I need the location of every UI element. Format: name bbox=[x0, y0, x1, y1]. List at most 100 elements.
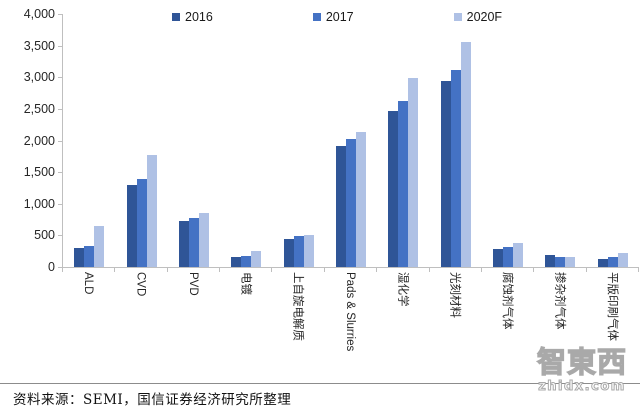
x-axis-tick bbox=[114, 268, 116, 272]
y-axis-tick bbox=[58, 108, 62, 110]
bar-group-7 bbox=[377, 14, 429, 267]
x-axis-tick bbox=[428, 268, 430, 272]
x-axis-category-label: 光刻材料 bbox=[448, 272, 461, 318]
bar-2016 bbox=[597, 259, 608, 267]
bar-2020F bbox=[355, 132, 366, 267]
y-axis-tick-label: 1,500 bbox=[23, 165, 55, 180]
bar-2016 bbox=[178, 221, 189, 267]
bar-2017 bbox=[345, 139, 356, 267]
x-axis-category-label: 腐蚀剂气体 bbox=[501, 272, 514, 330]
plot-area bbox=[62, 14, 639, 268]
x-axis-category-label: 平版印刷气体 bbox=[605, 272, 618, 341]
bar-group-10 bbox=[534, 14, 586, 267]
bar-group-5 bbox=[272, 14, 324, 267]
x-axis-category-label: 电镀 bbox=[239, 272, 252, 295]
bar-2017 bbox=[503, 247, 514, 267]
bar-2016 bbox=[231, 257, 242, 267]
bar-2016 bbox=[126, 185, 137, 267]
x-axis-tick bbox=[376, 268, 378, 272]
x-axis-tick bbox=[323, 268, 325, 272]
x-axis-tick bbox=[219, 268, 221, 272]
y-axis-tick bbox=[58, 235, 62, 237]
x-axis-tick bbox=[533, 268, 535, 272]
x-label-slot: ALD bbox=[62, 272, 114, 372]
bar-2017 bbox=[241, 256, 252, 267]
x-label-slot: 上自旋电解质 bbox=[271, 272, 323, 372]
x-axis-category-label: ALD bbox=[82, 272, 95, 295]
legend-item-2020F: 2020F bbox=[453, 10, 503, 24]
x-axis-category-label: CVD bbox=[134, 272, 147, 297]
bar-2016 bbox=[493, 249, 504, 267]
x-axis-tick bbox=[271, 268, 273, 272]
bar-2017 bbox=[293, 236, 304, 267]
bar-2016 bbox=[283, 239, 294, 267]
bar-group-9 bbox=[482, 14, 534, 267]
chart-legend: 2016 2017 2020F bbox=[172, 10, 502, 24]
y-axis-tick-label: 1,000 bbox=[23, 196, 55, 211]
watermark-logo: 智東西 bbox=[536, 345, 627, 379]
x-axis-category-label: Pads & Slurries bbox=[343, 272, 356, 352]
y-axis-tick bbox=[58, 203, 62, 205]
legend-label: 2017 bbox=[325, 10, 354, 24]
bar-2017 bbox=[607, 257, 618, 267]
bar-2016 bbox=[388, 111, 399, 267]
x-axis-category-label: 湿化学 bbox=[396, 272, 409, 307]
bar-2020F bbox=[303, 235, 314, 267]
x-axis-tick bbox=[480, 268, 482, 272]
y-axis-tick-label: 0 bbox=[48, 260, 55, 274]
y-axis-tick bbox=[58, 172, 62, 174]
x-label-slot: PVD bbox=[167, 272, 219, 372]
y-axis-tick bbox=[58, 267, 62, 268]
bar-2020F bbox=[146, 155, 157, 267]
footer-divider bbox=[0, 383, 640, 384]
legend-item-2016: 2016 bbox=[172, 10, 213, 24]
bar-group-1 bbox=[63, 14, 115, 267]
bar-2017 bbox=[136, 179, 147, 267]
y-axis-tick bbox=[58, 140, 62, 142]
bar-2020F bbox=[513, 243, 524, 267]
y-axis-tick bbox=[58, 14, 62, 15]
bar-2016 bbox=[545, 255, 556, 267]
bar-2017 bbox=[84, 246, 95, 267]
bar-2016 bbox=[74, 248, 85, 267]
bar-2020F bbox=[460, 42, 471, 267]
legend-marker-icon bbox=[312, 13, 321, 21]
x-label-slot: Pads & Slurries bbox=[324, 272, 376, 372]
legend-item-2017: 2017 bbox=[312, 10, 354, 24]
y-axis-tick-label: 2,500 bbox=[23, 101, 55, 116]
bar-2020F bbox=[251, 251, 262, 267]
bar-2017 bbox=[398, 101, 409, 267]
y-axis-tick-label: 500 bbox=[34, 228, 55, 243]
bar-2017 bbox=[188, 218, 199, 267]
x-label-slot: 平版印刷气体 bbox=[586, 272, 638, 372]
bar-group-11 bbox=[587, 14, 639, 267]
bar-group-6 bbox=[325, 14, 377, 267]
y-axis-tick-label: 2,000 bbox=[23, 133, 55, 148]
bar-2020F bbox=[94, 226, 105, 267]
x-axis-tick bbox=[62, 268, 63, 272]
x-axis-tick bbox=[638, 268, 639, 272]
legend-marker-icon bbox=[453, 13, 462, 21]
legend-label: 2020F bbox=[466, 10, 503, 24]
bar-group-4 bbox=[220, 14, 272, 267]
bar-group-3 bbox=[168, 14, 220, 267]
bar-2016 bbox=[440, 81, 451, 267]
bar-2016 bbox=[335, 146, 346, 267]
y-axis-tick-label: 3,500 bbox=[23, 38, 55, 53]
legend-marker-icon bbox=[172, 13, 180, 21]
bar-2020F bbox=[617, 253, 628, 267]
bar-2020F bbox=[408, 78, 419, 267]
y-axis-tick bbox=[58, 77, 62, 79]
bar-group-8 bbox=[430, 14, 482, 267]
y-axis-tick-label: 4,000 bbox=[23, 7, 55, 21]
x-axis-category-label: 上自旋电解质 bbox=[291, 272, 304, 341]
source-note: 资料来源：SEMI，国信证券经济研究所整理 bbox=[13, 392, 292, 408]
y-axis-tick bbox=[58, 45, 62, 47]
x-axis-category-label: 掺杂剂气体 bbox=[553, 272, 566, 330]
x-label-slot: CVD bbox=[114, 272, 166, 372]
x-label-slot: 湿化学 bbox=[376, 272, 428, 372]
x-axis-tick bbox=[585, 268, 587, 272]
category-axis-labels: ALD CVD PVD 电镀 上自旋电解质 Pads & Slurries 湿化学 光刻材料 腐… bbox=[62, 272, 638, 372]
x-axis-category-label: PVD bbox=[186, 272, 199, 296]
